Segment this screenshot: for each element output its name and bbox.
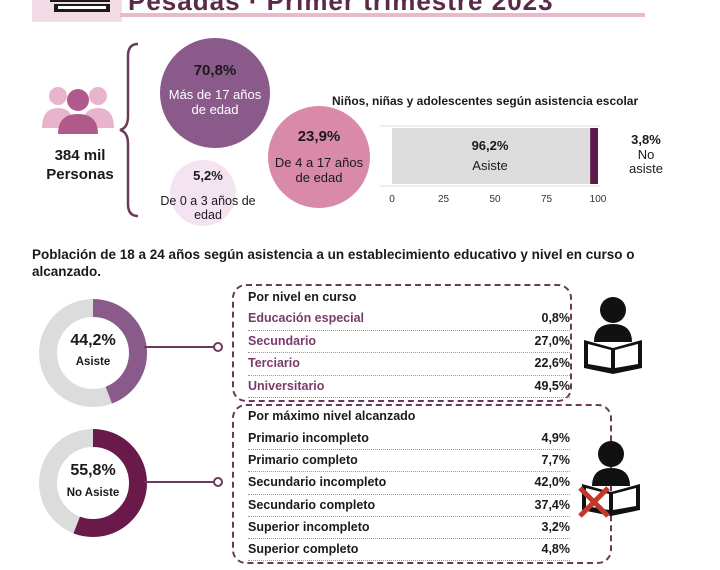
panel-alcanzado-title: Por máximo nivel alcanzado (248, 409, 416, 423)
en-curso-row-label: Terciario (248, 356, 300, 370)
bubble-4-17 (268, 106, 370, 208)
donut-no-asiste-pct: 55,8% (70, 462, 116, 479)
header-rule (120, 13, 645, 17)
bubble-0-3-pct: 5,2% (193, 168, 223, 183)
panel-en-curso (232, 284, 572, 402)
en-curso-row-value: 27,0% (534, 333, 570, 348)
alcanzado-row: Superior completo 4,8% (248, 539, 571, 562)
alcanzado-row: Secundario incompleto 42,0% (248, 472, 570, 495)
connectors (144, 342, 223, 487)
brace (119, 42, 139, 218)
en-curso-row: Educación especial 0,8% (248, 308, 570, 331)
attendance-chart-title: Niños, niñas y adolescentes según asiste… (332, 94, 639, 108)
en-curso-row-value: 49,5% (534, 378, 570, 393)
asiste-pct: 96,2% (471, 138, 509, 153)
bubble-0-3-label: De 0 a 3 años de edad (160, 194, 256, 222)
donut-no-asiste-label: No Asiste (66, 487, 120, 499)
alcanzado-row: Secundario completo 37,4% (248, 495, 570, 517)
bubble-over-17 (160, 38, 270, 148)
en-curso-row: Terciario 22,6% (248, 353, 570, 376)
donut-asiste-pct: 44,2% (70, 332, 116, 349)
attendance-bar-asiste (392, 128, 591, 184)
asiste-label: Asiste (472, 158, 508, 173)
panel-en-curso-rows: Educación especial 0,8% Secundario 27,0% Ter… (248, 308, 570, 398)
bubble-over-17-pct: 70,8% (193, 62, 237, 79)
books-icon (32, 0, 122, 22)
people-group-icon (42, 87, 114, 134)
attendance-chart: 0 25 50 75 100 (380, 125, 607, 205)
reading-person-crossed-icon (578, 441, 640, 518)
en-curso-row-value: 22,6% (534, 356, 570, 370)
alcanzado-row-value: 4,9% (541, 431, 571, 445)
alcanzado-row: Primario incompleto 4,9% (248, 428, 571, 451)
alcanzado-row-value: 37,4% (534, 497, 570, 512)
panel-alcanzado-rows: Primario incompleto 4,9% Primario completo… (248, 428, 571, 562)
section-title: Población de 18 a 24 años según asistenc… (32, 247, 635, 279)
attendance-tick-label: 25 (438, 194, 450, 205)
attendance-tick-label: 75 (541, 194, 553, 205)
alcanzado-row-value: 3,2% (541, 519, 571, 534)
alcanzado-row-label: Secundario completo (248, 497, 376, 512)
en-curso-row-label: Universitario (248, 378, 325, 393)
donut-asiste-arc (39, 299, 147, 407)
bubble-0-3 (170, 160, 236, 226)
donut-asiste (39, 299, 147, 407)
reading-person-icon (584, 297, 642, 374)
donut-asiste-label: Asiste (75, 356, 111, 368)
alcanzado-row-label: Superior incompleto (248, 519, 370, 534)
alcanzado-row-label: Primario incompleto (248, 431, 369, 445)
donut-no-asiste-arc (39, 429, 147, 537)
no-asiste-pct: 3,8% (631, 132, 661, 147)
bubble-4-17-pct: 23,9% (297, 128, 341, 145)
page-title: Pesadas · Primer trimestre 2023 (128, 0, 554, 16)
people-count: 384 mil Personas (46, 147, 114, 183)
donut-no-asiste (39, 429, 147, 537)
attendance-tick-label: 0 (389, 194, 395, 205)
attendance-tick-label: 100 (590, 194, 607, 205)
alcanzado-row-value: 4,8% (541, 541, 571, 556)
alcanzado-row-label: Superior completo (248, 541, 359, 556)
alcanzado-row: Primario completo 7,7% (248, 450, 571, 473)
en-curso-row-label: Secundario (248, 333, 317, 348)
alcanzado-row-value: 7,7% (541, 453, 571, 468)
alcanzado-row-label: Primario completo (248, 453, 358, 468)
panel-en-curso-title: Por nivel en curso (248, 290, 357, 304)
en-curso-row-label: Educación especial (248, 311, 365, 325)
bubble-over-17-label: Más de 17 años de edad (168, 87, 262, 117)
en-curso-row-value: 0,8% (541, 311, 571, 325)
no-asiste-label: No asiste (629, 147, 663, 176)
alcanzado-row-label: Secundario incompleto (248, 475, 387, 490)
alcanzado-row: Superior incompleto 3,2% (248, 517, 570, 539)
attendance-bar-no-asiste (590, 128, 598, 184)
en-curso-row: Secundario 27,0% (248, 331, 570, 353)
header: Pesadas · Primer trimestre 2023 (0, 0, 720, 22)
attendance-tick-label: 50 (489, 194, 501, 205)
bubble-4-17-label: De 4 a 17 años de edad (274, 155, 364, 185)
alcanzado-row-value: 42,0% (534, 475, 570, 490)
en-curso-row: Universitario 49,5% (248, 376, 570, 398)
